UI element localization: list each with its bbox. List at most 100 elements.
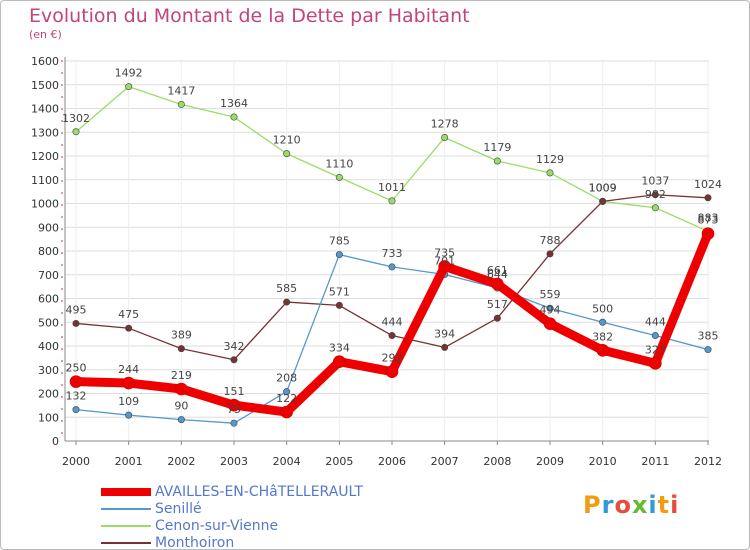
data-label: 571 [329,285,350,298]
chart-title: Evolution du Montant de la Dette par Hab… [29,5,470,27]
data-label: 1024 [694,178,722,191]
data-label: 500 [592,302,613,315]
x-tick-label: 2002 [167,455,195,468]
data-label: 1302 [62,112,90,125]
data-point [599,197,607,205]
data-label: 244 [118,363,139,376]
y-tick-label: 200 [38,388,59,401]
data-point [175,382,188,396]
data-point [69,375,83,388]
logo-letter: r [601,491,615,519]
x-tick-label: 2010 [589,455,617,468]
data-point [122,376,135,390]
data-point [230,356,238,364]
data-point [441,343,449,351]
y-tick-label: 800 [38,245,59,258]
data-label: 1417 [167,84,195,97]
data-point [546,169,554,177]
y-tick-label: 900 [38,221,59,234]
data-label: 444 [382,316,403,329]
data-point [388,263,396,271]
legend-swatch [101,525,151,527]
x-tick-label: 2006 [378,455,406,468]
data-label: 342 [224,340,245,353]
legend-swatch [101,542,151,544]
data-point [651,204,659,212]
data-label: 1179 [483,141,511,154]
data-label: 1011 [378,181,406,194]
legend-label: Cenon-sur-Vienne [155,518,279,534]
y-tick-label: 1500 [31,79,59,92]
x-tick-label: 2012 [694,455,722,468]
data-label: 785 [329,235,350,248]
data-point [493,157,501,165]
data-point [335,251,343,259]
x-tick-label: 2003 [220,455,248,468]
data-point [335,301,343,309]
data-label: 132 [66,390,87,403]
data-point [388,332,396,340]
data-point [491,277,504,291]
data-label: 1009 [589,181,617,194]
proxiti-logo: Proxiti [583,491,679,519]
data-point [651,191,659,199]
data-label: 75 [227,403,241,416]
x-tick-label: 2009 [536,455,564,468]
x-tick-label: 2008 [483,455,511,468]
data-point [543,317,557,330]
data-point [493,314,501,322]
y-tick-label: 1200 [31,150,59,163]
data-label: 661 [487,264,508,277]
data-label: 559 [540,288,561,301]
legend-swatch [101,488,151,496]
data-label: 733 [382,247,403,260]
data-label: 873 [698,214,719,227]
data-point [704,346,712,354]
data-label: 1364 [220,97,248,110]
data-label: 788 [540,234,561,247]
data-label: 109 [118,395,139,408]
y-tick-label: 1600 [31,55,59,68]
data-point [227,398,241,412]
data-point [230,419,238,427]
data-point [72,406,80,414]
data-label: 382 [592,330,613,343]
data-point [125,411,133,419]
data-label: 494 [540,304,561,317]
data-point [280,405,293,419]
data-point [388,197,396,205]
data-label: 90 [174,400,188,413]
x-tick-label: 2004 [273,455,301,468]
y-tick-label: 1300 [31,126,59,139]
y-tick-label: 0 [52,435,59,448]
data-label: 585 [276,282,297,295]
data-label: 1210 [273,134,301,147]
x-tick-label: 2000 [62,455,90,468]
data-label: 1110 [325,157,353,170]
data-point [333,355,346,368]
x-tick-label: 2005 [325,455,353,468]
data-point [441,133,449,141]
y-tick-label: 700 [38,269,59,282]
y-tick-label: 500 [38,316,59,329]
data-point [335,173,343,181]
data-point [177,416,185,424]
data-label: 495 [66,303,87,316]
data-label: 389 [171,329,192,342]
data-label: 327 [645,343,666,356]
data-label: 982 [645,188,666,201]
data-point [701,227,715,240]
data-label: 1492 [115,67,143,80]
x-tick-label: 2001 [115,455,143,468]
data-label: 1278 [431,117,459,130]
data-label: 701 [434,255,455,268]
data-label: 883 [698,211,719,224]
data-label: 517 [487,298,508,311]
logo-letter: i [670,491,680,519]
legend-label: AVAILLES-EN-CHâTELLERAULT [155,484,363,500]
data-point [230,113,238,121]
data-point [704,194,712,202]
data-point [177,100,185,108]
